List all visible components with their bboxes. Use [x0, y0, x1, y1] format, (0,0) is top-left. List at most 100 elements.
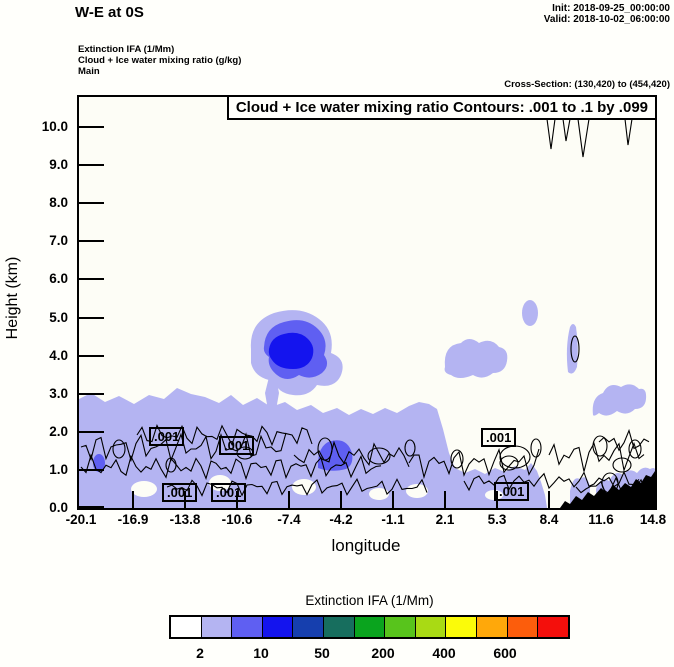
field-line-extinction: Extinction IFA (1/Mm) — [78, 44, 175, 55]
contour-line — [463, 470, 640, 492]
contour-closed-loop — [570, 335, 580, 363]
contour-info-text: Cloud + Ice water mixing ratio Contours:… — [235, 99, 648, 116]
contour-lines — [80, 424, 652, 497]
figure-title: W-E at 0S — [75, 4, 144, 21]
colorbar-tick-label: 10 — [253, 645, 269, 661]
valid-time: Valid: 2018-10-02_06:00:00 — [543, 14, 670, 25]
y-tick-mark — [79, 469, 104, 471]
colorbar-title: Extinction IFA (1/Mm) — [305, 593, 434, 608]
x-tick-label: 11.6 — [588, 512, 614, 527]
x-tick-label: 8.4 — [539, 512, 559, 527]
x-tick-mark — [340, 491, 342, 508]
contour-line — [166, 478, 428, 497]
colorbar — [169, 615, 570, 639]
field-descriptions: Extinction IFA (1/Mm) Cloud + Ice water … — [78, 44, 241, 77]
contour-closed-loop — [612, 457, 632, 473]
contour-line — [136, 424, 313, 447]
colorbar-cell — [538, 617, 568, 637]
y-tick-mark — [79, 355, 104, 357]
x-tick-label: -16.9 — [117, 512, 149, 527]
init-valid-block: Init: 2018-09-25_00:00:00 Valid: 2018-10… — [544, 3, 670, 25]
cloud-core-inner — [268, 332, 314, 369]
colorbar-cell — [385, 617, 416, 637]
y-tick-mark — [79, 317, 104, 319]
contour-line — [548, 441, 645, 473]
y-tick-label: 5.0 — [49, 310, 68, 325]
colorbar-cell — [415, 617, 447, 637]
contour-loops — [112, 335, 642, 494]
contour-info-box: Cloud + Ice water mixing ratio Contours:… — [226, 95, 657, 120]
x-tick-label: -7.4 — [277, 512, 301, 527]
colorbar-cell — [171, 617, 202, 637]
y-axis-title: Height (km) — [4, 256, 21, 340]
contour-closed-loop — [404, 439, 416, 457]
colorbar-tick-label: 200 — [371, 645, 395, 661]
colorbar-tick-label: 50 — [314, 645, 330, 661]
contour-closed-loop — [112, 439, 126, 459]
colorbar-cell — [507, 617, 539, 637]
contour-value-label: .001 — [149, 427, 185, 446]
cloud-patch-mid-1 — [444, 339, 508, 378]
x-tick-mark — [184, 491, 186, 508]
y-tick-label: 9.0 — [49, 157, 68, 172]
y-tick-mark — [79, 393, 104, 395]
field-line-domain: Main — [78, 66, 100, 77]
y-tick-label: 6.0 — [49, 271, 68, 286]
contour-closed-loop — [317, 437, 333, 461]
y-tick-mark — [79, 202, 104, 204]
x-tick-mark — [236, 491, 238, 508]
contour-closed-loop — [530, 438, 542, 458]
terrain-fill — [560, 471, 655, 508]
y-tick-label: 8.0 — [49, 195, 68, 210]
x-tick-mark — [288, 491, 290, 508]
cloud-core-stem — [265, 377, 279, 410]
y-tick-mark — [79, 278, 104, 280]
colorbar-cell — [324, 617, 355, 637]
contour-closed-loop — [367, 447, 391, 465]
colorbar-cell — [354, 617, 386, 637]
colorbar-tick-label: 400 — [432, 645, 456, 661]
cloud-sliver — [566, 324, 578, 374]
x-tick-label: 5.3 — [487, 512, 507, 527]
x-tick-label: -4.2 — [329, 512, 353, 527]
colorbar-cell — [232, 617, 263, 637]
x-tick-mark — [392, 491, 394, 508]
y-tick-mark — [79, 164, 104, 166]
contour-value-label: .001 — [219, 436, 255, 455]
y-tick-label: 1.0 — [49, 462, 68, 477]
x-tick-label: 14.8 — [639, 512, 667, 527]
y-tick-label: 7.0 — [49, 233, 68, 248]
contour-value-label: .001 — [481, 428, 517, 447]
y-tick-label: 0.0 — [49, 500, 68, 515]
contour-line — [598, 428, 650, 452]
x-tick-label: -1.1 — [381, 512, 405, 527]
x-tick-mark — [132, 491, 134, 508]
x-tick-mark — [600, 491, 602, 508]
colorbar-tick-label: 2 — [196, 645, 204, 661]
colorbar-tick-label: 600 — [493, 645, 517, 661]
contour-value-label: .001 — [494, 482, 530, 501]
field-line-cloud-ice: Cloud + Ice water mixing ratio (g/kg) — [78, 55, 242, 66]
plot-area: Cloud + Ice water mixing ratio Contours:… — [77, 95, 657, 510]
contour-cross-section-graphic — [79, 118, 655, 508]
cross-section-label: Cross-Section: (130,420) to (454,420) — [504, 79, 670, 90]
x-tick-mark — [444, 491, 446, 508]
colorbar-cell — [201, 617, 233, 637]
contour-closed-loop — [499, 455, 519, 471]
x-tick-label: -20.1 — [65, 512, 97, 527]
band-blue-spot — [93, 454, 105, 472]
y-tick-label: 2.0 — [49, 424, 68, 439]
y-tick-mark — [79, 126, 104, 128]
cloud-band-low — [79, 388, 547, 508]
y-tick-label: 10.0 — [41, 119, 68, 134]
upper-contour-spikes — [546, 118, 633, 158]
cloud-patch-mid-3 — [592, 384, 647, 416]
colorbar-cell — [477, 617, 508, 637]
y-tick-mark — [79, 240, 104, 242]
band-holes — [131, 475, 503, 500]
init-time: Init: 2018-09-25_00:00:00 — [552, 3, 670, 14]
colorbar-cell — [293, 617, 325, 637]
x-tick-mark — [548, 491, 550, 508]
colorbar-cell — [446, 617, 478, 637]
